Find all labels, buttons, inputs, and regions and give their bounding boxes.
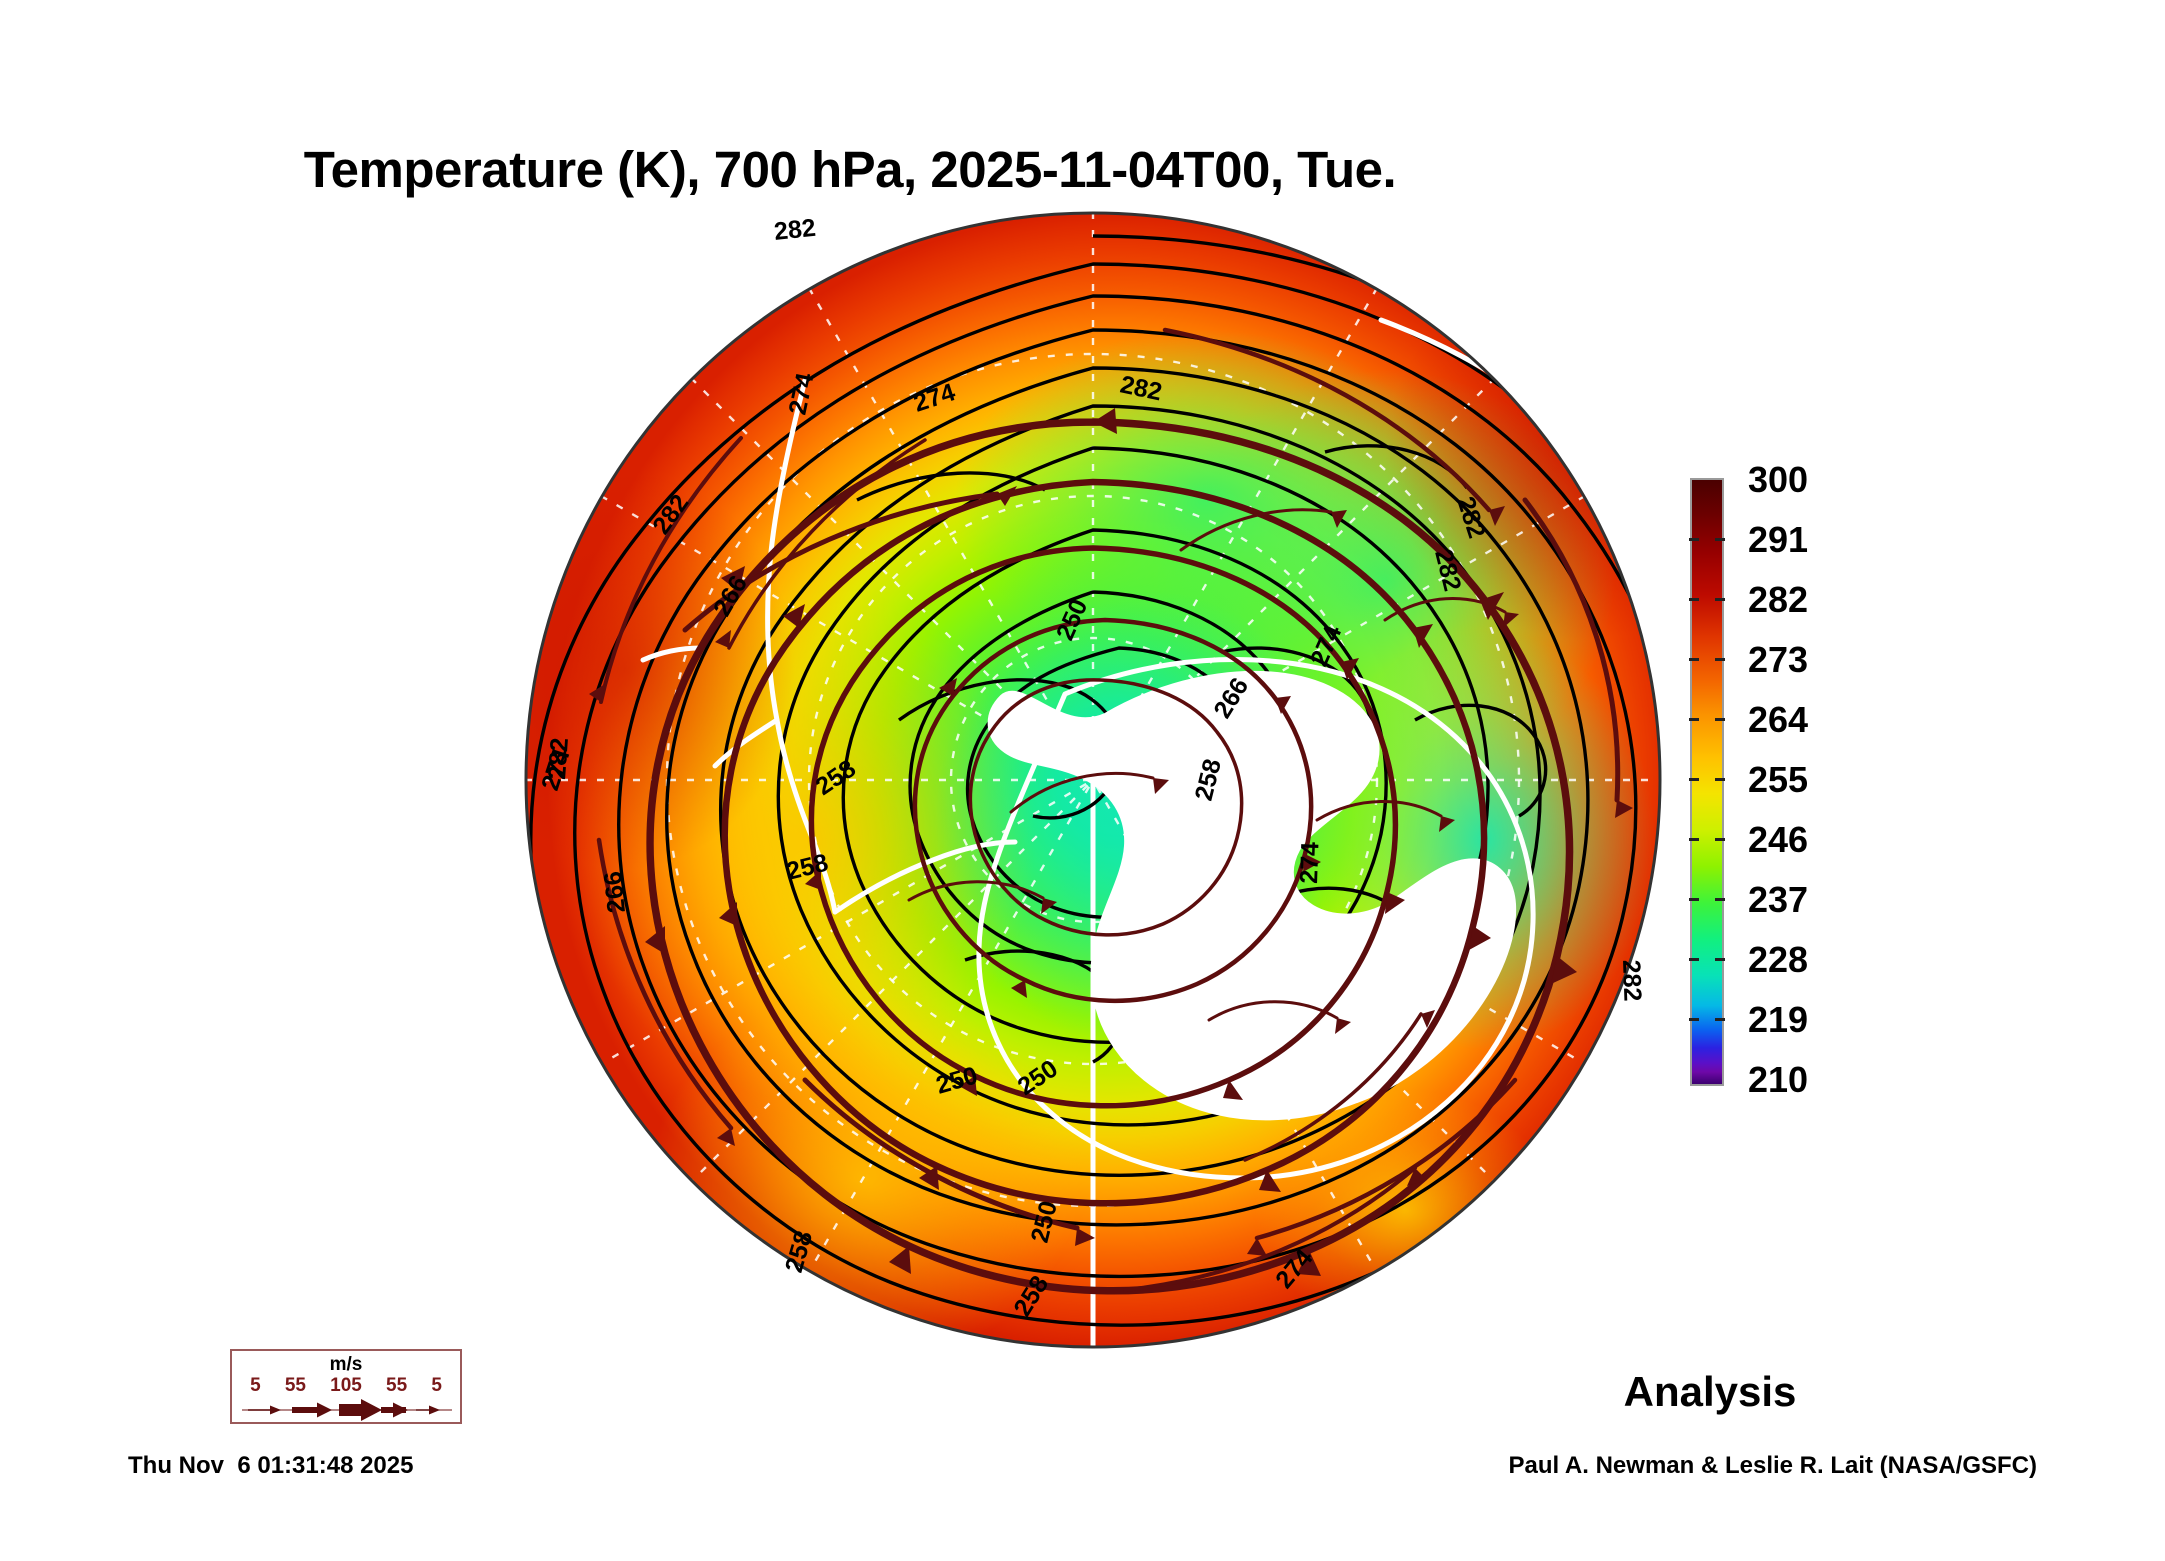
colorbar-panel: 300 291 282 273 264 255 246 237 228 219 … — [1689, 462, 2020, 1100]
polar-map-panel: 282 274 274 282 282 282 282 282 274 282 … — [505, 200, 1685, 1380]
colorbar-label-291: 291 — [1748, 519, 1809, 560]
colorbar-tick — [1689, 958, 1699, 961]
colorbar-tick — [1689, 838, 1699, 841]
wind-legend-value-4: 55 — [386, 1375, 408, 1396]
colorbar-tick — [1715, 538, 1725, 541]
page-title: Temperature (K), 700 hPa, 2025-11-04T00,… — [303, 141, 1397, 198]
colorbar-tick — [1689, 778, 1699, 781]
svg-text:266: 266 — [599, 870, 631, 914]
wind-arrowheads — [589, 408, 1643, 1276]
wind-legend-value-5: 5 — [431, 1375, 442, 1396]
render-timestamp: Thu Nov 6 01:31:48 2025 — [128, 1452, 414, 1479]
globe-rim — [524, 211, 1662, 1349]
colorbar-label-210: 210 — [1748, 1059, 1809, 1100]
colorbar-tick — [1715, 1018, 1725, 1021]
colorbar-tick — [1715, 658, 1725, 661]
colorbar-tick — [1689, 658, 1699, 661]
wind-streamlines — [596, 327, 1631, 1295]
colorbar-tick — [1715, 838, 1725, 841]
colorbar-label-246: 246 — [1748, 819, 1809, 860]
wind-legend-values: 5 55 105 55 5 — [232, 1375, 460, 1397]
wind-legend-value-2: 55 — [284, 1375, 306, 1396]
svg-text:274: 274 — [1295, 841, 1324, 884]
wind-legend-value-1: 5 — [250, 1375, 261, 1396]
colorbar-label-255: 255 — [1748, 759, 1809, 800]
colorbar-label-282: 282 — [1748, 579, 1809, 620]
wind-legend-unit-label: m/s — [329, 1354, 363, 1375]
colorbar-tick — [1689, 538, 1699, 541]
colorbar-tick — [1689, 598, 1699, 601]
colorbar-label-228: 228 — [1748, 939, 1809, 980]
colorbar-tick — [1715, 778, 1725, 781]
analysis-label: Analysis — [1623, 1368, 1797, 1415]
colorbar-tick — [1689, 898, 1699, 901]
colorbar-gradient — [1690, 478, 1724, 1086]
colorbar-label-273: 273 — [1748, 639, 1809, 680]
svg-text:282: 282 — [773, 214, 817, 246]
colorbar-tick — [1715, 958, 1725, 961]
colorbar-label-300: 300 — [1748, 459, 1809, 500]
wind-legend-arrow-scale — [242, 1399, 452, 1421]
colorbar-label-237: 237 — [1748, 879, 1809, 920]
wind-speed-legend: m/s 5 55 105 55 5 — [230, 1349, 462, 1424]
author-credit: Paul A. Newman & Leslie R. Lait (NASA/GS… — [1508, 1452, 2037, 1479]
colorbar-tick — [1715, 718, 1725, 721]
svg-text:282: 282 — [543, 737, 574, 781]
colorbar-tick — [1689, 1018, 1699, 1021]
svg-text:282: 282 — [1617, 959, 1646, 1002]
colorbar-tick — [1689, 718, 1699, 721]
colorbar-tick — [1715, 898, 1725, 901]
colorbar-label-219: 219 — [1748, 999, 1809, 1040]
colorbar-label-264: 264 — [1748, 699, 1809, 740]
colorbar-tick — [1715, 598, 1725, 601]
wind-legend-value-3: 105 — [330, 1375, 362, 1396]
